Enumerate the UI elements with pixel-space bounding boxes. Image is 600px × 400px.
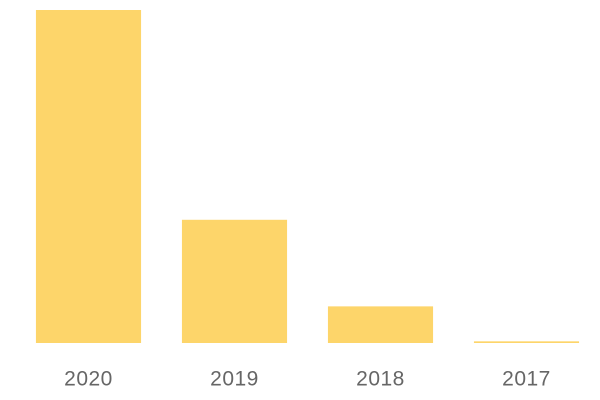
x-tick-label: 2018 (356, 368, 405, 391)
x-tick-label: 2019 (210, 368, 259, 391)
bar (473, 341, 580, 343)
x-tick-label: 2020 (64, 368, 113, 391)
bar (35, 10, 142, 343)
bar (327, 306, 434, 343)
bar (181, 219, 288, 343)
x-tick-label: 2017 (502, 368, 551, 391)
